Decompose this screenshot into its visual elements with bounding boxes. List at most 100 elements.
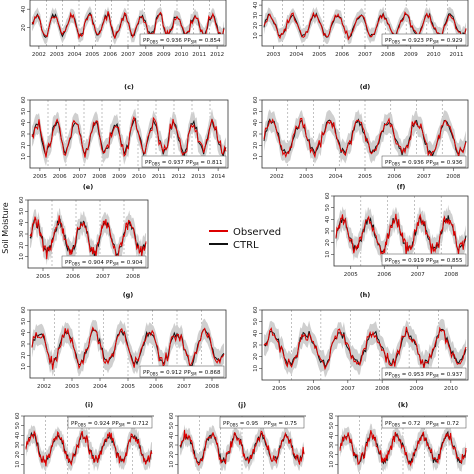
panel-c: 10 20 30 40 50 60 2005 2006 2007 2008 2009 2010 2011… <box>21 83 229 180</box>
y-tick-label: 20 <box>21 351 27 358</box>
y-tick-label: 50 <box>325 204 331 211</box>
pp-obs-subscript: OBS <box>392 260 401 265</box>
pp-sm-value: = 0.855 <box>439 258 463 264</box>
panel-f: 10 20 30 40 50 60 2005 2006 2007 2008 PPOBS = 0.91… <box>325 183 469 278</box>
x-tick-label: 2007 <box>417 174 431 180</box>
pp-sm-subscript: SM <box>193 162 200 167</box>
x-tick-label: 2008 <box>381 52 395 58</box>
pp-sm-value: = 0.868 <box>197 370 221 376</box>
y-tick-label: 10 <box>169 460 175 467</box>
y-tick-label: 50 <box>329 422 335 429</box>
pp-sm-label: PPSM = 0.72 <box>426 421 459 428</box>
x-tick-label: 2007 <box>411 272 425 278</box>
uncertainty-band <box>340 423 466 473</box>
panel-label: (i) <box>85 401 93 409</box>
y-tick-label: 20 <box>253 22 259 29</box>
x-tick-label: 2007 <box>73 174 87 180</box>
legend-label-observed: Observed <box>233 227 281 238</box>
pp-obs-subscript: OBS <box>392 374 401 379</box>
y-tick-label: 10 <box>253 153 259 160</box>
x-tick-label: 2006 <box>66 274 80 280</box>
pp-obs-label: PPOBS = 0.912 <box>143 370 182 377</box>
y-tick-label: 30 <box>253 130 259 137</box>
pp-sm-label: PPSM = 0.936 <box>426 160 463 167</box>
y-tick-label: 30 <box>169 441 175 448</box>
y-tick-label: 20 <box>329 451 335 458</box>
y-tick-label: 10 <box>21 363 27 370</box>
x-tick-label: 2010 <box>427 52 441 58</box>
x-tick-label: 2011 <box>152 174 166 180</box>
y-tick-label: 30 <box>21 130 27 137</box>
pp-obs-value: = 0.924 <box>86 421 110 427</box>
pp-sm-label: PPSM = 0.75 <box>264 421 297 428</box>
pp-obs-subscript: OBS <box>72 262 81 267</box>
panel-label: (c) <box>124 83 134 91</box>
x-tick-label: 2011 <box>192 52 206 58</box>
x-tick-label: 2005 <box>121 384 135 390</box>
pp-obs-subscript: OBS <box>150 372 159 377</box>
pp-sm-value: = 0.712 <box>125 421 149 427</box>
x-tick-label: 2003 <box>299 174 313 180</box>
pp-sm-label: PPSM = 0.712 <box>112 421 149 428</box>
series-observed <box>31 11 225 40</box>
pp-sm-label: PPSM = 0.811 <box>186 160 223 167</box>
y-tick-label: 50 <box>169 422 175 429</box>
pp-box <box>61 255 147 268</box>
x-tick-label: 2007 <box>358 52 372 58</box>
x-tick-label: 2005 <box>33 174 47 180</box>
pp-sm-subscript: SM <box>271 423 278 428</box>
pp-sm-subscript: SM <box>433 423 440 428</box>
x-tick-label: 2004 <box>289 52 303 58</box>
x-tick-label: 2005 <box>312 52 326 58</box>
pp-obs-subscript: OBS <box>392 40 401 45</box>
series-observed <box>339 430 467 467</box>
pp-sm-subscript: SM <box>433 374 440 379</box>
y-tick-label: 30 <box>325 227 331 234</box>
y-tick-label: 40 <box>253 1 259 8</box>
pp-sm-value: = 0.936 <box>439 160 463 166</box>
x-tick-label: 2012 <box>172 174 186 180</box>
panel-g: 10 20 30 40 50 60 2002 2003 2004 2005 2006 2007 2008… <box>21 291 227 390</box>
x-tick-label: 2005 <box>358 174 372 180</box>
x-tick-label: 2006 <box>149 384 163 390</box>
pp-box <box>381 416 467 429</box>
x-tick-label: 2006 <box>335 52 349 58</box>
pp-obs-value: = 0.904 <box>80 260 104 266</box>
y-tick-label: 20 <box>21 24 27 31</box>
pp-obs-subscript: OBS <box>392 162 401 167</box>
panel-label: (e) <box>83 183 93 191</box>
y-tick-label: 40 <box>253 119 259 126</box>
x-tick-label: 2008 <box>92 174 106 180</box>
pp-sm-value: = 0.811 <box>199 160 223 166</box>
y-tick-label: 30 <box>19 230 25 237</box>
pp-obs-subscript: OBS <box>152 162 161 167</box>
pp-obs-value: = 0.72 <box>400 421 420 427</box>
y-tick-label: 40 <box>329 431 335 438</box>
y-tick-label: 60 <box>19 196 25 203</box>
x-tick-label: 2003 <box>50 52 64 58</box>
panel-i: 10 20 30 40 50 60 PPOBS = 0.924 PPSM = 0.712 (i) <box>15 401 154 474</box>
pp-obs-value: = 0.95 <box>238 421 259 427</box>
pp-sm-label: PPSM = 0.854 <box>184 38 221 45</box>
y-tick-label: 50 <box>15 422 21 429</box>
panel-label: (j) <box>238 401 246 409</box>
pp-sm-subscript: SM <box>113 262 120 267</box>
pp-obs-value: = 0.953 <box>400 372 424 378</box>
pp-obs-value: = 0.923 <box>400 38 424 44</box>
pp-sm-label: PPSM = 0.937 <box>426 372 463 379</box>
y-tick-label: 10 <box>253 364 259 371</box>
y-tick-label: 20 <box>325 239 331 246</box>
y-tick-label: 20 <box>15 451 21 458</box>
x-tick-label: 2007 <box>177 384 191 390</box>
y-tick-label: 40 <box>325 215 331 222</box>
pp-obs-label: PPOBS = 0.936 <box>385 160 424 167</box>
y-tick-label: 40 <box>19 219 25 226</box>
pp-obs-label: PPOBS = 0.904 <box>65 260 104 267</box>
y-tick-label: 60 <box>329 412 335 419</box>
pp-obs-label: PPOBS = 0.924 <box>71 421 110 428</box>
pp-box <box>381 253 467 266</box>
panel-d: 10 20 30 40 50 60 2002 2003 2004 2005 2006 2007 2008… <box>253 83 469 180</box>
x-tick-label: 2009 <box>157 52 171 58</box>
x-tick-label: 2012 <box>210 52 224 58</box>
